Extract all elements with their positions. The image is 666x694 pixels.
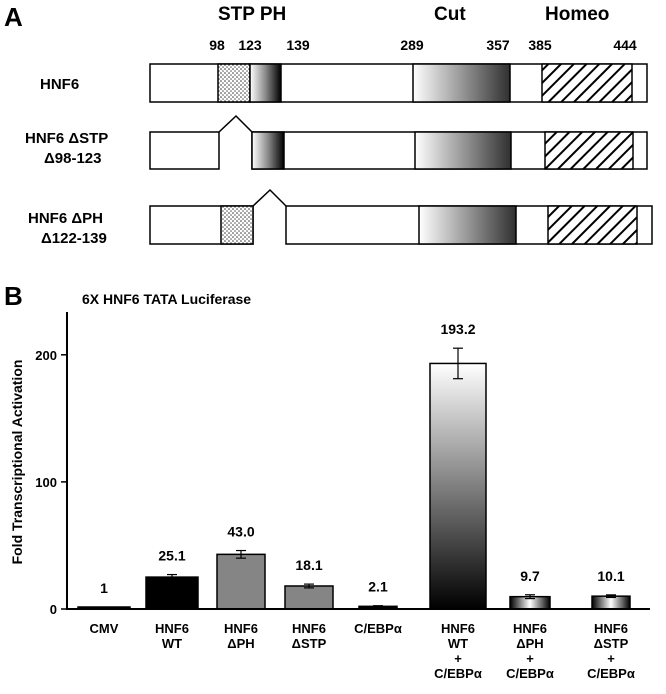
value-label: 18.1 bbox=[295, 557, 322, 573]
cut-domain bbox=[418, 205, 517, 245]
cut-domain bbox=[412, 63, 511, 103]
y-tick-label: 200 bbox=[35, 348, 57, 363]
value-label: 10.1 bbox=[597, 568, 624, 584]
homeo-domain bbox=[547, 205, 638, 245]
category-label: WT bbox=[448, 636, 468, 651]
construct-hnf6-dstp: HNF6 ΔSTP Δ98-123 bbox=[25, 114, 648, 170]
homeo-domain bbox=[544, 131, 634, 170]
bar bbox=[429, 362, 487, 610]
category-label: ΔPH bbox=[516, 636, 543, 651]
category-label: C/EBPα bbox=[587, 666, 635, 681]
category-label: HNF6 bbox=[513, 621, 547, 636]
stp-domain bbox=[217, 63, 251, 103]
category-label: HNF6 bbox=[224, 621, 258, 636]
deletion-caret bbox=[252, 188, 287, 207]
deletion-caret bbox=[218, 114, 253, 133]
y-axis-ticks: 0 100 200 bbox=[35, 348, 67, 617]
category-label: HNF6 bbox=[594, 621, 628, 636]
ph-domain bbox=[251, 131, 285, 170]
category-label: HNF6 bbox=[155, 621, 189, 636]
category-label: C/EBPα bbox=[354, 621, 402, 636]
category-label: C/EBPα bbox=[434, 666, 482, 681]
construct-deletion-label: Δ122-139 bbox=[41, 230, 107, 247]
value-label: 1 bbox=[100, 580, 108, 596]
value-label: 2.1 bbox=[368, 579, 388, 595]
value-labels: 1 25.1 43.0 18.1 2.1 193.2 9.7 10.1 bbox=[100, 321, 625, 596]
chart-title: 6X HNF6 TATA Luciferase bbox=[82, 291, 251, 307]
value-label: 43.0 bbox=[227, 524, 254, 540]
bar bbox=[284, 585, 334, 610]
construct-label: HNF6 ΔSTP bbox=[25, 130, 108, 147]
y-tick-label: 0 bbox=[50, 602, 57, 617]
y-tick-label: 100 bbox=[35, 475, 57, 490]
category-label: ΔPH bbox=[227, 636, 254, 651]
construct-label: HNF6 ΔPH bbox=[28, 210, 103, 227]
position-123: 123 bbox=[238, 37, 262, 53]
construct-label: HNF6 bbox=[40, 76, 79, 93]
value-label: 193.2 bbox=[440, 321, 475, 337]
stp-domain bbox=[220, 205, 254, 245]
bar bbox=[591, 595, 631, 610]
panel-b-letter: B bbox=[4, 281, 23, 311]
position-98: 98 bbox=[209, 37, 225, 53]
position-139: 139 bbox=[286, 37, 310, 53]
category-label: + bbox=[526, 651, 534, 666]
domain-label-homeo: Homeo bbox=[545, 4, 609, 25]
position-444: 444 bbox=[613, 37, 637, 53]
category-label: ΔSTP bbox=[292, 636, 327, 651]
position-289: 289 bbox=[400, 37, 424, 53]
error-bars bbox=[167, 347, 616, 608]
category-label: + bbox=[454, 651, 462, 666]
construct-hnf6-dph: HNF6 ΔPH Δ122-139 bbox=[28, 188, 653, 247]
category-label: ΔSTP bbox=[594, 636, 629, 651]
homeo-domain bbox=[541, 63, 633, 103]
construct-deletion-label: Δ98-123 bbox=[44, 150, 102, 167]
domain-label-cut: Cut bbox=[434, 4, 466, 25]
bar bbox=[216, 553, 266, 610]
category-label: HNF6 bbox=[292, 621, 326, 636]
position-357: 357 bbox=[486, 37, 510, 53]
value-label: 9.7 bbox=[520, 568, 540, 584]
construct-hnf6: HNF6 bbox=[40, 63, 648, 103]
ph-domain bbox=[249, 63, 282, 103]
panel-a-letter: A bbox=[4, 2, 23, 32]
category-label: HNF6 bbox=[441, 621, 475, 636]
position-385: 385 bbox=[528, 37, 552, 53]
category-label: + bbox=[607, 651, 615, 666]
y-axis-label: Fold Transcriptional Activation bbox=[9, 360, 25, 565]
bars bbox=[77, 362, 631, 610]
category-label: WT bbox=[162, 636, 182, 651]
protein-bar-n bbox=[149, 131, 220, 170]
category-label: C/EBPα bbox=[506, 666, 554, 681]
value-label: 25.1 bbox=[158, 548, 185, 564]
domain-label-stp-ph: STP PH bbox=[218, 4, 286, 25]
cut-domain bbox=[414, 131, 512, 170]
panel-a: A STP PH Cut Homeo 98 123 139 289 357 38… bbox=[4, 2, 653, 247]
panel-b: B 6X HNF6 TATA Luciferase Fold Transcrip… bbox=[4, 281, 650, 681]
bar bbox=[145, 576, 199, 610]
category-label: CMV bbox=[90, 621, 119, 636]
